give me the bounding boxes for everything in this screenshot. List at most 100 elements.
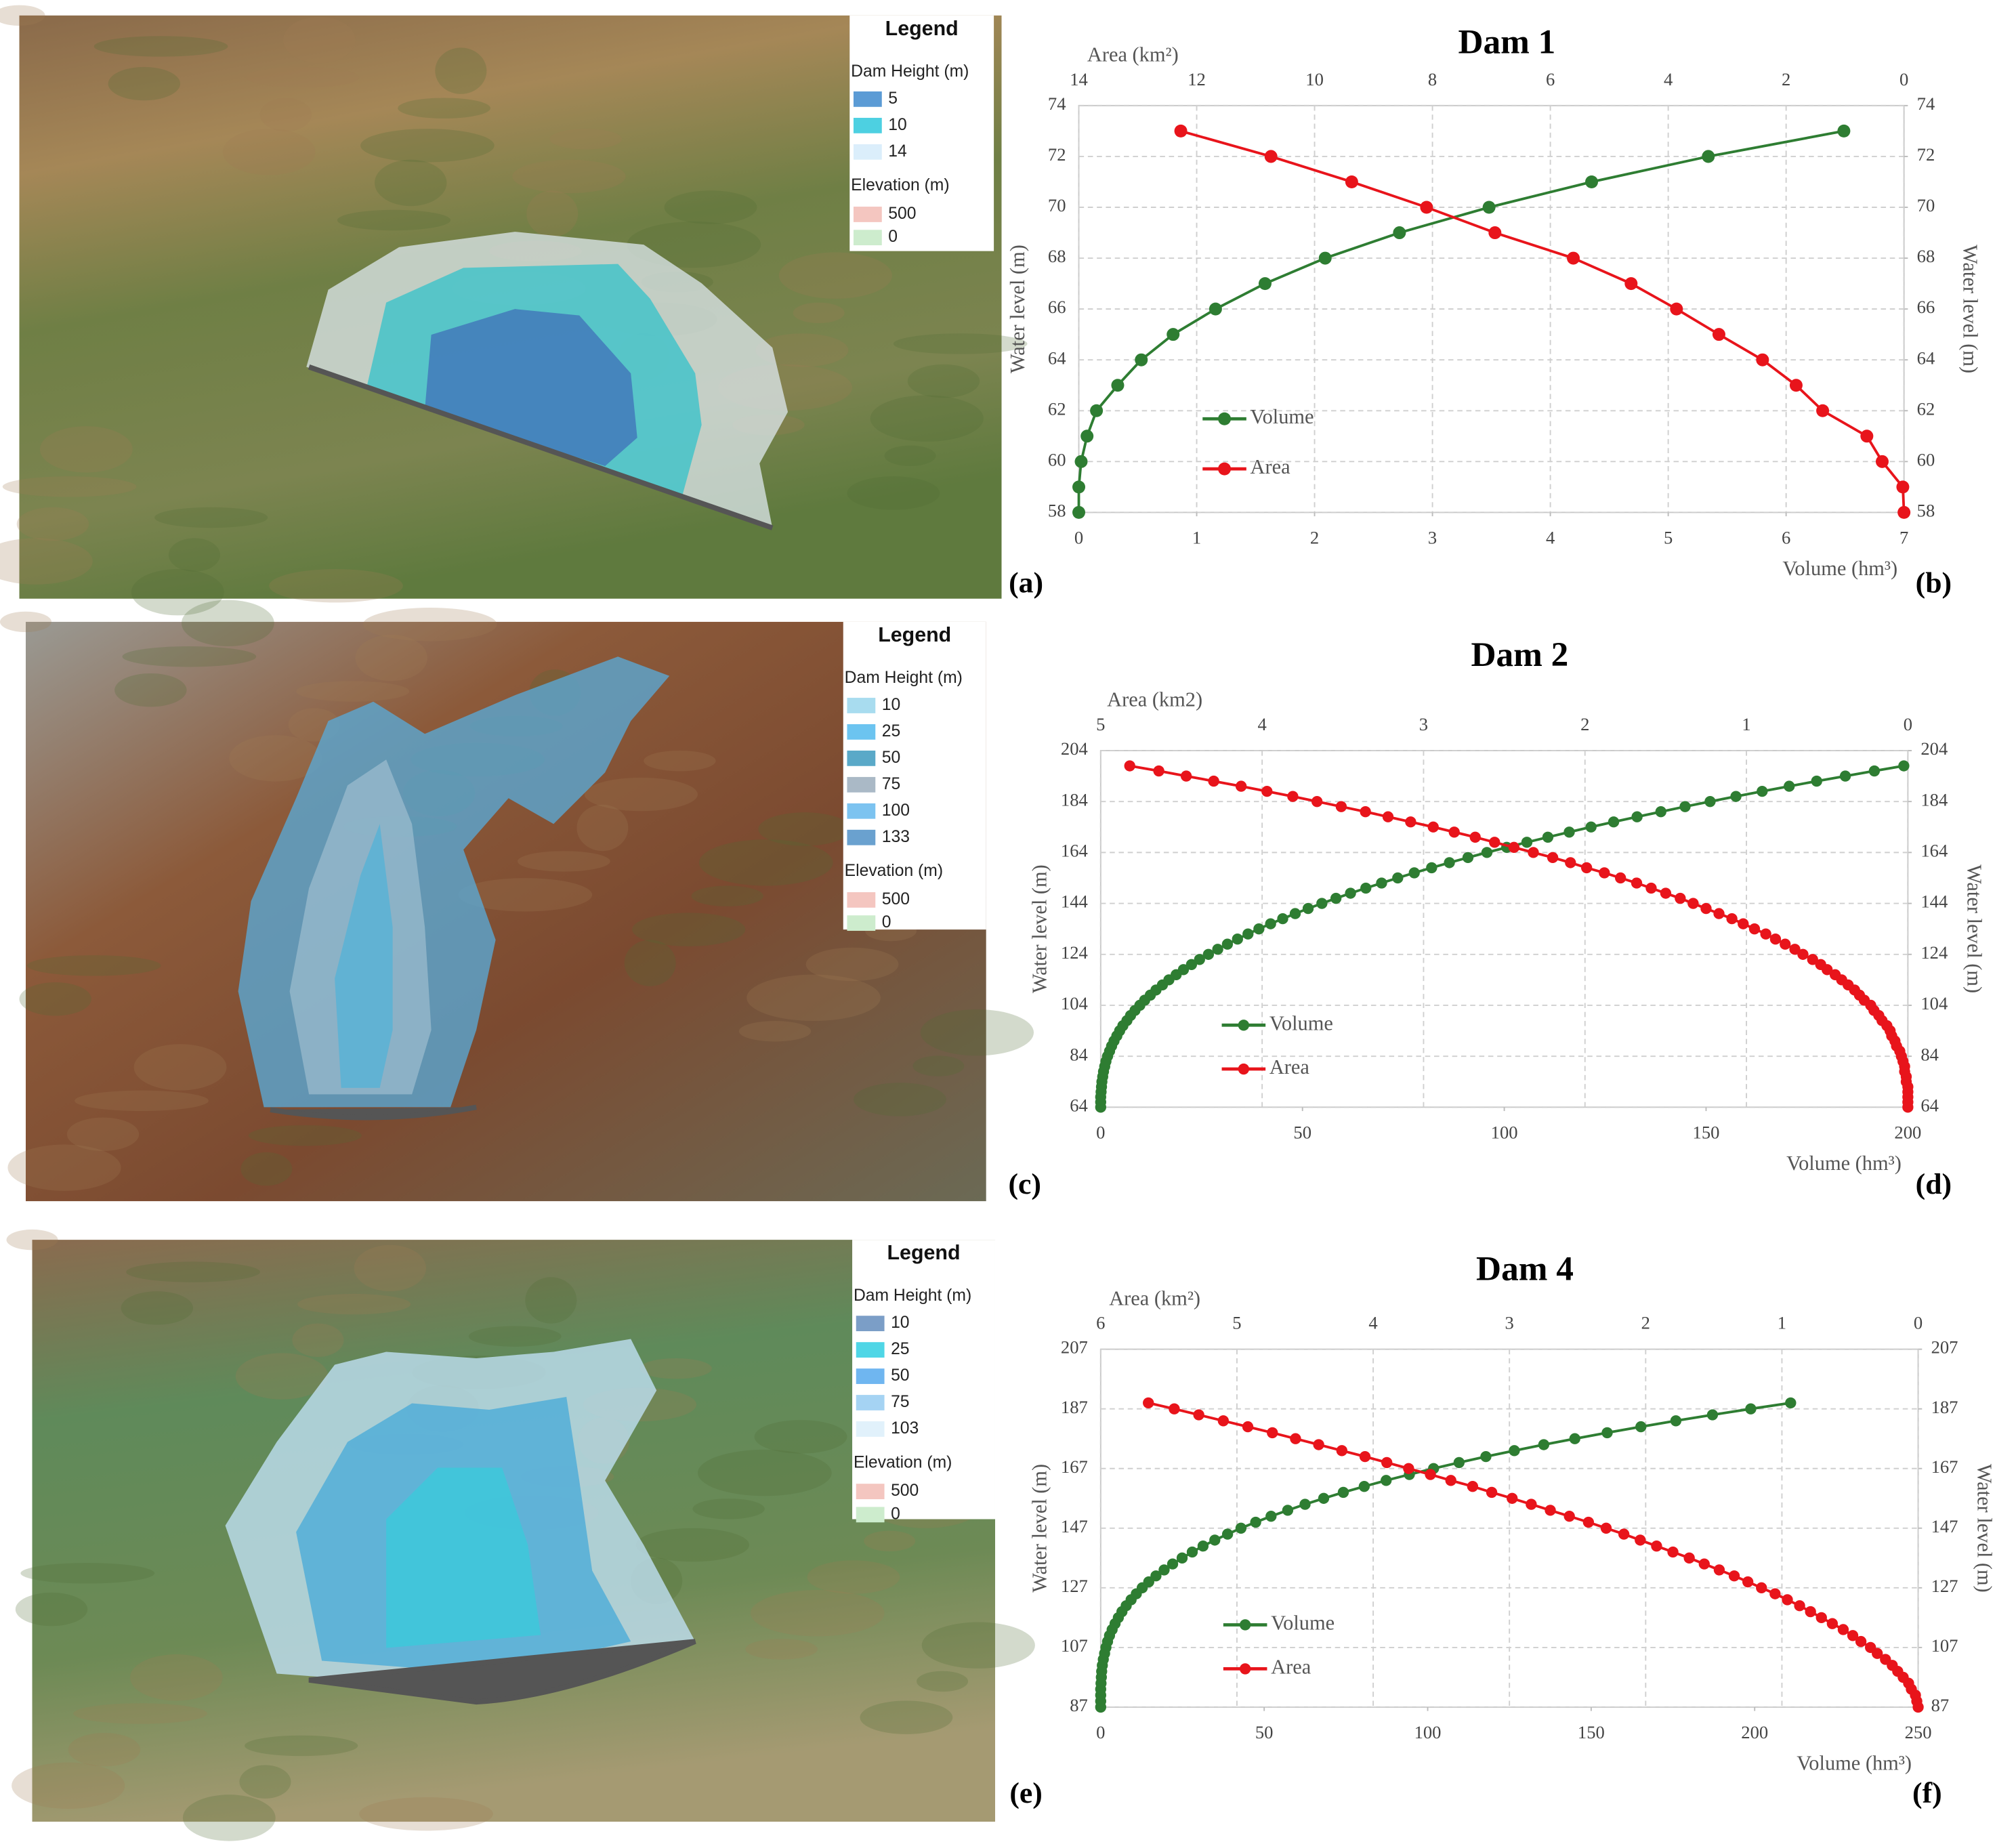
terrain-patch (354, 1244, 427, 1292)
x2-axis-title: Area (km2) (1107, 688, 1202, 711)
legend-swatch (853, 91, 882, 107)
legend-label: Area (1271, 1655, 1311, 1678)
legend-item-label: 100 (882, 801, 910, 820)
terrain-patch (632, 913, 746, 946)
y-tick-label: 60 (1048, 449, 1066, 469)
terrain-patch (468, 1326, 562, 1347)
data-point (1345, 887, 1356, 899)
data-point (1265, 918, 1276, 929)
data-point (1580, 862, 1593, 874)
data-point (1760, 928, 1771, 940)
data-point (1706, 1409, 1719, 1421)
y2-tick-label: 164 (1920, 840, 1948, 860)
data-point (1489, 837, 1500, 848)
data-point (1563, 1511, 1575, 1522)
terrain-patch (269, 569, 403, 603)
legend-group-title: Elevation (m) (854, 1453, 952, 1471)
series-line (1180, 129, 1906, 513)
terrain-patch (12, 1762, 125, 1809)
legend-item-label: 25 (891, 1340, 909, 1358)
terrain-patch (750, 1590, 885, 1637)
data-point (1547, 852, 1559, 864)
data-point (1381, 1457, 1393, 1469)
data-point (1302, 902, 1314, 915)
legend-item-label: 0 (882, 913, 891, 931)
y-tick-label: 68 (1048, 246, 1066, 266)
data-point (1624, 277, 1638, 291)
terrain-patch (182, 1795, 276, 1841)
y2-tick-label: 124 (1920, 942, 1948, 963)
y2-tick-label: 147 (1931, 1516, 1958, 1536)
data-point (1816, 404, 1830, 417)
terrain-patch (229, 735, 322, 782)
data-point (1784, 780, 1795, 792)
data-point (1337, 1486, 1349, 1499)
data-point (1185, 959, 1198, 970)
x-tick-label: 200 (1741, 1722, 1768, 1742)
data-point (1453, 1457, 1465, 1469)
data-point (1585, 821, 1597, 833)
y2-axis-title: Water level (m) (1962, 864, 1986, 993)
terrain-patch (39, 426, 133, 473)
data-point (1090, 404, 1104, 417)
legend-item-label: 0 (891, 1505, 900, 1523)
data-point (1267, 1427, 1278, 1439)
legend-marker (1238, 1020, 1250, 1031)
terrain-patch (122, 646, 257, 667)
terrain-patch (584, 777, 698, 812)
terrain-patch (758, 812, 852, 846)
terrain-patch (235, 1353, 329, 1400)
data-point (1072, 480, 1086, 494)
data-point (1425, 1469, 1436, 1480)
terrain-patch (912, 1055, 965, 1076)
terrain-patch (435, 47, 487, 94)
data-point (1880, 1654, 1891, 1665)
data-point (1174, 124, 1188, 138)
data-point (1242, 928, 1254, 940)
data-point (1336, 1445, 1347, 1457)
data-point (1482, 201, 1496, 214)
data-point (1585, 175, 1599, 188)
legend-group-title: Dam Height (m) (854, 1286, 971, 1305)
legend-label: Volume (1269, 1011, 1333, 1034)
terrain-patch (108, 66, 181, 101)
x2-tick-label: 4 (1257, 714, 1266, 734)
terrain-patch (893, 333, 1028, 354)
data-point (1408, 867, 1420, 879)
data-point (1631, 811, 1643, 822)
legend-swatch (853, 207, 882, 222)
data-point (1287, 791, 1299, 802)
data-point (1381, 1475, 1392, 1486)
data-point (1563, 826, 1575, 838)
data-point (1135, 353, 1148, 366)
data-point (1194, 954, 1205, 965)
data-point (1865, 1641, 1876, 1654)
x2-tick-label: 5 (1232, 1313, 1241, 1333)
data-point (1700, 902, 1712, 915)
x2-tick-label: 5 (1096, 714, 1105, 734)
terrain-patch (15, 1592, 88, 1627)
data-point (1726, 913, 1738, 925)
chart-title: Dam 1 (1458, 22, 1555, 61)
chart-title: Dam 2 (1471, 635, 1568, 674)
data-point (1569, 1433, 1580, 1444)
x2-tick-label: 0 (1904, 714, 1912, 734)
data-point (1683, 1552, 1695, 1564)
data-point (1789, 944, 1801, 955)
data-point (1221, 1528, 1234, 1540)
data-point (1124, 760, 1135, 772)
terrain-patch (517, 851, 610, 872)
legend-item-label: 103 (891, 1419, 919, 1438)
y2-tick-label: 64 (1917, 348, 1935, 368)
series-line (1148, 1402, 1920, 1708)
terrain-patch (0, 538, 93, 585)
legend-title: Legend (887, 1241, 960, 1264)
legend-group-title: Elevation (m) (845, 862, 943, 880)
data-point (1382, 811, 1394, 822)
x-tick-label: 100 (1414, 1722, 1442, 1742)
plot-frame (1099, 750, 1909, 1108)
x2-axis-title: Area (km²) (1087, 43, 1179, 66)
y2-tick-label: 84 (1920, 1044, 1939, 1064)
data-point (1235, 780, 1247, 792)
data-point (1730, 791, 1742, 802)
